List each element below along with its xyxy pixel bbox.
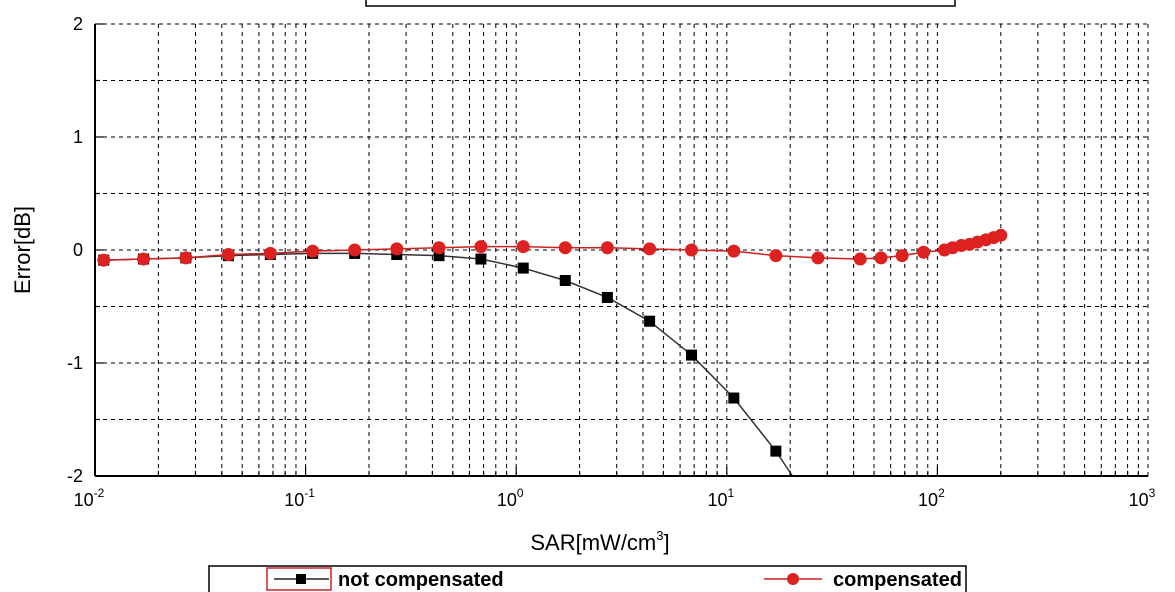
- data-point-not-compensated: [770, 445, 782, 457]
- x-tick-label-base: 10: [707, 490, 727, 510]
- data-point-compensated: [811, 251, 825, 265]
- data-point-compensated: [600, 241, 614, 255]
- data-point-compensated: [97, 253, 111, 267]
- plot-area: [97, 228, 1008, 477]
- x-tick-label-exponent: -2: [94, 486, 105, 500]
- data-point-compensated: [432, 241, 446, 255]
- x-axis-title-suffix: ]: [664, 530, 670, 555]
- x-axis-title-main: SAR[mW/cm: [530, 530, 656, 555]
- data-point-compensated: [994, 228, 1008, 242]
- x-tick-label-base: 10: [284, 490, 304, 510]
- x-tick-label-base: 10: [918, 490, 938, 510]
- legend-marker-circle: [787, 573, 799, 585]
- x-tick-label-base: 10: [497, 490, 517, 510]
- y-axis-title: Error[dB]: [10, 206, 35, 294]
- data-point-compensated: [895, 249, 909, 263]
- data-point-compensated: [874, 251, 888, 265]
- legend-label-not-compensated: not compensated: [338, 569, 504, 591]
- y-tick-label: -2: [67, 466, 83, 486]
- x-tick-label: 102: [918, 486, 945, 510]
- x-axis-title-exponent: 3: [656, 528, 663, 543]
- x-tick-label: 10-2: [74, 486, 105, 510]
- legend: not compensated compensated: [208, 565, 967, 592]
- data-point-compensated: [769, 249, 783, 263]
- data-point-not-compensated: [601, 291, 613, 303]
- data-point-not-compensated: [517, 262, 529, 274]
- data-point-compensated: [348, 243, 362, 257]
- legend-box: [208, 565, 967, 592]
- data-point-compensated: [137, 252, 151, 266]
- x-tick-label: 101: [707, 486, 734, 510]
- data-point-compensated: [727, 244, 741, 258]
- x-tick-label-base: 10: [74, 490, 94, 510]
- x-tick-label: 10-1: [284, 486, 315, 510]
- legend-marker-square: [296, 574, 306, 584]
- data-point-compensated: [474, 240, 488, 254]
- data-point-not-compensated: [475, 253, 487, 265]
- x-tick-label: 100: [497, 486, 524, 510]
- data-point-compensated: [516, 240, 530, 254]
- x-tick-label-base: 10: [1129, 490, 1149, 510]
- data-point-not-compensated: [559, 275, 571, 287]
- x-tick-label-exponent: 2: [938, 486, 945, 500]
- legend-label-compensated: compensated: [833, 569, 962, 591]
- x-tick-label-exponent: 3: [1149, 486, 1156, 500]
- data-point-not-compensated: [728, 392, 740, 404]
- data-point-not-compensated: [433, 250, 445, 262]
- title-box-edge: [365, 0, 956, 7]
- axes: 210-1-210-2 10-1 100 101 102 103: [67, 14, 1156, 510]
- data-point-compensated: [390, 242, 404, 256]
- data-point-not-compensated: [686, 349, 698, 361]
- x-tick-label-exponent: -1: [304, 486, 315, 500]
- series-line-compensated: [103, 234, 1002, 261]
- y-tick-label: 2: [73, 14, 83, 34]
- data-point-compensated: [853, 252, 867, 266]
- data-point-not-compensated: [644, 315, 656, 327]
- data-point-compensated: [685, 243, 699, 257]
- data-point-compensated: [263, 246, 277, 260]
- legend-item-not-compensated: not compensated: [266, 567, 504, 591]
- data-point-compensated: [179, 251, 193, 265]
- legend-item-compensated: compensated: [764, 569, 962, 591]
- data-point-compensated: [643, 242, 657, 256]
- series-line-not-compensated: [103, 252, 794, 477]
- y-tick-label: 1: [73, 127, 83, 147]
- x-axis-title: SAR[mW/cm3]: [530, 528, 669, 555]
- legend-swatch-frame: [266, 567, 332, 591]
- x-tick-label-exponent: 1: [727, 486, 734, 500]
- y-tick-label: -1: [67, 353, 83, 373]
- grid: [95, 23, 1149, 476]
- y-tick-label: 0: [73, 240, 83, 260]
- x-tick-label-exponent: 0: [517, 486, 524, 500]
- data-point-compensated: [306, 244, 320, 258]
- data-point-compensated: [558, 241, 572, 255]
- data-point-compensated: [221, 248, 235, 262]
- data-point-compensated: [917, 245, 931, 259]
- x-tick-label: 103: [1129, 486, 1156, 510]
